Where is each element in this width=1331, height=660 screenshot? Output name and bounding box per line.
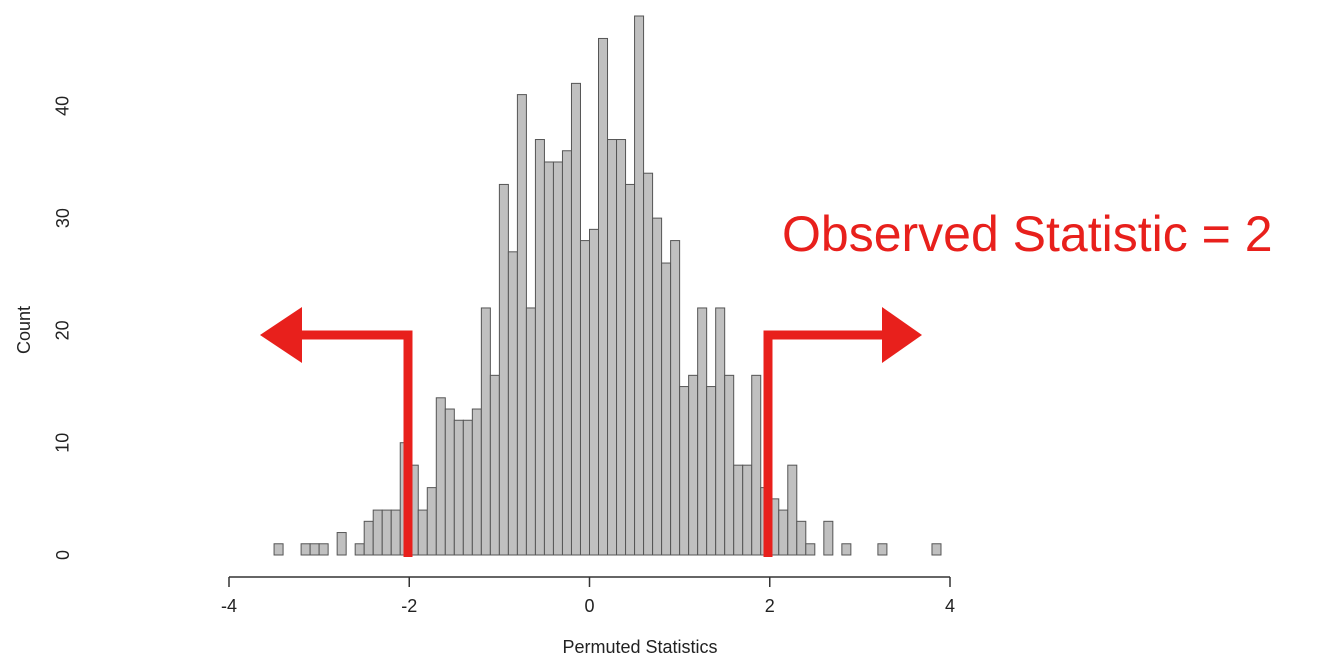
y-axis-label: Count xyxy=(14,306,34,354)
bar xyxy=(507,251,518,556)
bar xyxy=(733,464,744,556)
bar xyxy=(309,543,320,556)
bar xyxy=(688,374,699,556)
bar xyxy=(652,217,663,556)
x-tick-label: 0 xyxy=(584,596,594,616)
bar xyxy=(751,374,762,556)
bar xyxy=(679,386,690,556)
bar xyxy=(426,487,437,556)
left-arrow xyxy=(260,307,413,557)
bar xyxy=(471,408,482,556)
y-tick-label: 0 xyxy=(53,550,73,560)
bar xyxy=(318,543,329,556)
bar xyxy=(336,532,347,556)
bar xyxy=(552,161,563,556)
x-tick-label: 2 xyxy=(765,596,775,616)
arrow-head xyxy=(882,307,922,363)
bar xyxy=(823,520,834,556)
bar xyxy=(841,543,852,556)
bar xyxy=(516,94,527,556)
right-arrow xyxy=(763,307,922,557)
x-axis-label: Permuted Statistics xyxy=(562,637,717,657)
bar xyxy=(498,183,509,556)
bar xyxy=(462,419,473,556)
bar xyxy=(489,374,500,556)
bar xyxy=(607,139,618,556)
arrow-line xyxy=(298,330,413,557)
bar xyxy=(625,183,636,556)
bar xyxy=(561,150,572,556)
bar xyxy=(706,386,717,556)
bar xyxy=(570,82,581,556)
bar xyxy=(634,15,645,556)
bar xyxy=(372,509,383,556)
bar xyxy=(589,228,600,556)
bar xyxy=(534,139,545,556)
y-tick-label: 30 xyxy=(53,208,73,228)
bar xyxy=(670,240,681,556)
y-tick-label: 20 xyxy=(53,320,73,340)
bar xyxy=(697,307,708,556)
bar xyxy=(453,419,464,556)
bar xyxy=(643,172,654,556)
bar xyxy=(381,509,392,556)
bar xyxy=(525,307,536,556)
bar xyxy=(877,543,888,556)
x-tick-label: 4 xyxy=(945,596,955,616)
x-tick-label: -2 xyxy=(401,596,417,616)
bar xyxy=(354,543,365,556)
bar xyxy=(579,240,590,556)
bar xyxy=(598,37,609,556)
bar xyxy=(787,464,798,556)
bar xyxy=(444,408,455,556)
bar xyxy=(417,509,428,556)
bar xyxy=(616,139,627,556)
bar xyxy=(742,464,753,556)
bar xyxy=(778,509,789,556)
bar xyxy=(931,543,942,556)
bar xyxy=(661,262,672,556)
bar xyxy=(390,509,401,556)
y-tick-label: 40 xyxy=(53,96,73,116)
bar xyxy=(543,161,554,556)
bar xyxy=(300,543,311,556)
arrow-head xyxy=(260,307,302,363)
bar xyxy=(363,520,374,556)
bar xyxy=(715,307,726,556)
bars xyxy=(273,15,942,556)
bar xyxy=(805,543,816,556)
bar xyxy=(480,307,491,556)
bar xyxy=(273,543,284,556)
annotation: Observed Statistic = 2 xyxy=(782,206,1273,262)
x-tick-label: -4 xyxy=(221,596,237,616)
y-tick-label: 10 xyxy=(53,433,73,453)
bar xyxy=(435,397,446,556)
bar xyxy=(796,520,807,556)
arrow-line xyxy=(763,330,886,557)
bar xyxy=(724,374,735,556)
